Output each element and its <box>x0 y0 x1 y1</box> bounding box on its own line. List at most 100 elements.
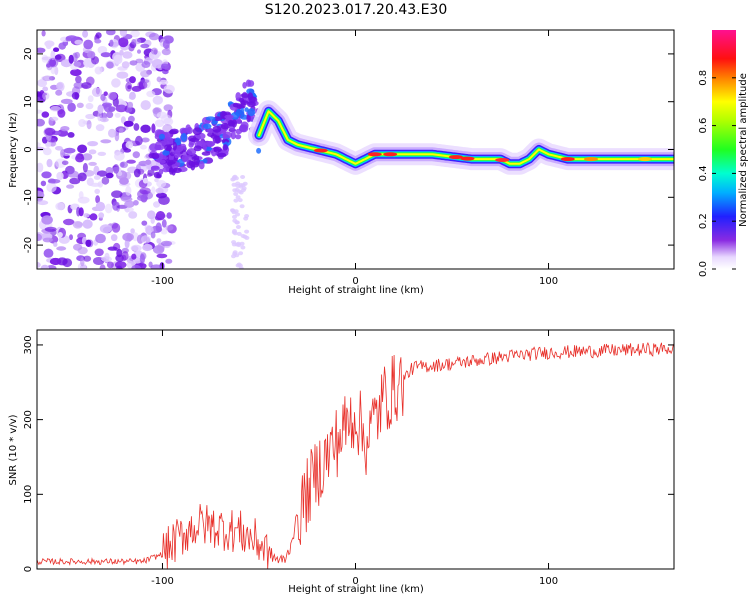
signal-blob <box>186 148 197 156</box>
noise-blob <box>238 251 244 256</box>
noise-blob <box>140 144 147 150</box>
signal-blob <box>159 133 165 140</box>
signal-blob <box>212 125 222 133</box>
noise-blob <box>141 61 151 68</box>
snr-y-ticks: 0 100 200 300 <box>23 335 674 572</box>
signal-blob <box>169 151 175 157</box>
signal-blob <box>231 119 237 128</box>
signal-blob <box>235 134 242 140</box>
noise-blob <box>44 127 56 136</box>
ridge-peak <box>638 157 652 162</box>
noise-blob <box>40 180 47 187</box>
noise-blob <box>81 153 93 161</box>
noise-blob <box>47 57 59 68</box>
noise-blob <box>146 172 153 177</box>
noise-blob <box>82 162 88 173</box>
noise-blob <box>139 253 145 264</box>
noise-blob <box>41 111 50 118</box>
ridge-peak <box>460 156 475 161</box>
y-tick-label: -20 <box>23 237 34 253</box>
noise-blob <box>37 118 45 127</box>
noise-blob <box>97 112 102 122</box>
noise-blob <box>37 146 45 151</box>
noise-blob <box>55 158 67 168</box>
ridge-peak <box>495 158 510 162</box>
noise-blob <box>125 141 134 149</box>
noise-blob <box>116 71 129 79</box>
noise-blob <box>37 262 41 268</box>
signal-blob <box>172 141 177 151</box>
signal-blob <box>230 131 236 140</box>
noise-blob <box>146 90 156 98</box>
noise-blob <box>147 210 156 220</box>
ridge-peak <box>313 148 328 153</box>
noise-blob <box>155 211 166 221</box>
noise-blob <box>235 212 241 217</box>
noise-blob <box>141 220 148 226</box>
noise-blob <box>88 161 97 166</box>
noise-blob <box>232 214 237 219</box>
noise-blob <box>82 219 93 229</box>
noise-blob <box>129 60 138 66</box>
noise-blob <box>118 127 124 133</box>
snr-series-line <box>36 342 675 570</box>
noise-blob <box>155 222 162 233</box>
ridge-peak <box>383 152 398 157</box>
noise-blob <box>73 61 82 67</box>
noise-blob <box>231 254 236 259</box>
noise-blob <box>235 225 241 229</box>
noise-blob <box>122 232 134 242</box>
noise-blob <box>156 180 167 188</box>
noise-blob <box>112 164 120 174</box>
noise-blob <box>238 266 244 269</box>
noise-blob <box>140 43 150 49</box>
noise-blob <box>100 52 112 58</box>
noise-blob <box>107 246 118 251</box>
noise-blob <box>67 102 76 113</box>
noise-blob <box>110 234 118 242</box>
noise-blob <box>63 147 76 154</box>
signal-blob <box>207 132 215 138</box>
signal-blob <box>166 137 174 145</box>
noise-blob <box>37 162 44 173</box>
spectrogram-x-label: Height of straight line (km) <box>288 285 424 296</box>
noise-blob <box>85 113 96 120</box>
noise-blob <box>119 30 127 37</box>
noise-blob <box>161 48 171 56</box>
noise-blob <box>233 192 239 196</box>
noise-blob <box>60 126 70 132</box>
noise-blob <box>133 38 142 45</box>
noise-blob <box>87 95 94 103</box>
noise-blob <box>240 188 246 193</box>
noise-blob <box>234 220 240 225</box>
noise-blob <box>60 98 73 104</box>
noise-blob <box>123 120 134 127</box>
noise-blob <box>43 248 54 258</box>
signal-blob <box>180 143 187 149</box>
noise-blob <box>85 239 92 247</box>
colorbar-tick-label: 0.6 <box>698 118 709 134</box>
noise-blob <box>40 264 50 269</box>
signal-blob <box>180 133 188 142</box>
x-tick-label: -100 <box>151 276 174 287</box>
noise-blob <box>94 248 104 257</box>
noise-blob <box>103 91 108 96</box>
noise-blob <box>95 124 105 132</box>
noise-blob <box>87 50 96 59</box>
noise-blob <box>97 104 104 114</box>
noise-blob <box>106 61 114 69</box>
colorbar-tick-label: 0.2 <box>698 213 709 229</box>
noise-blob <box>95 195 100 204</box>
x-tick-label: 100 <box>539 576 558 587</box>
noise-blob <box>70 68 82 77</box>
noise-blob <box>94 188 100 194</box>
noise-blob <box>99 224 112 234</box>
noise-blob <box>91 56 100 65</box>
noise-blob <box>155 187 164 194</box>
noise-blob <box>121 254 127 262</box>
noise-blob <box>142 177 149 184</box>
noise-blob <box>42 86 49 92</box>
signal-blob <box>211 120 218 125</box>
noise-blob <box>37 233 42 242</box>
noise-blob <box>156 76 162 83</box>
